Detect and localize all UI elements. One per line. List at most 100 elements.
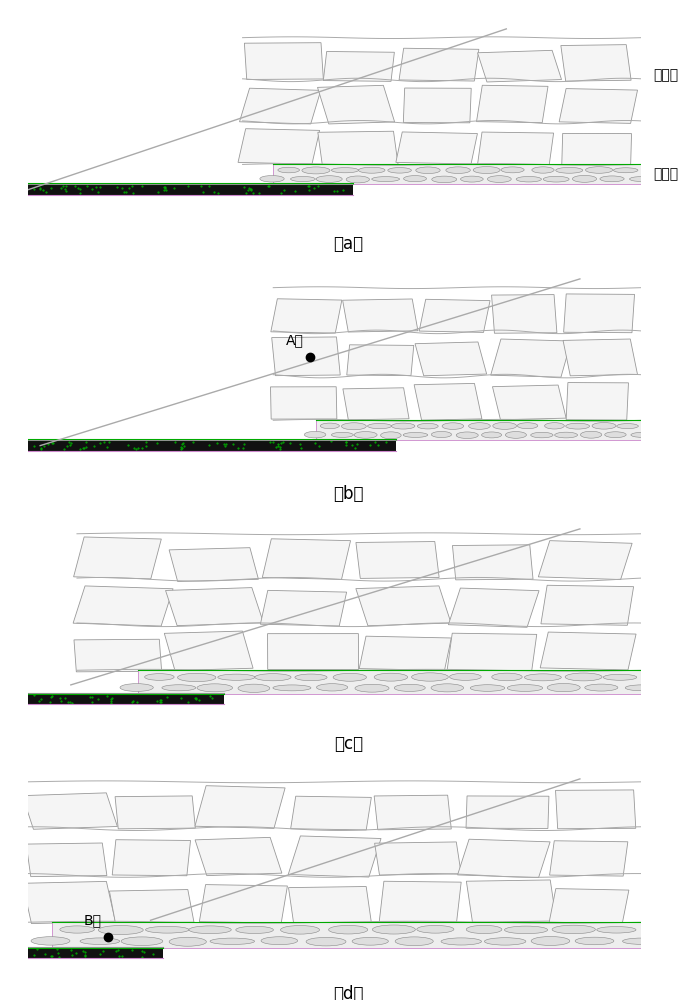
Point	[153, 184, 164, 200]
Ellipse shape	[524, 674, 561, 681]
Point	[193, 692, 204, 708]
Polygon shape	[115, 796, 195, 829]
Point	[36, 691, 47, 707]
Ellipse shape	[505, 432, 526, 438]
Point	[84, 689, 95, 705]
Point	[176, 690, 187, 706]
Point	[95, 435, 106, 451]
Point	[52, 941, 63, 957]
Point	[138, 944, 149, 960]
Polygon shape	[396, 132, 477, 164]
Text: （d）: （d）	[333, 985, 364, 1000]
Point	[128, 440, 139, 456]
Ellipse shape	[395, 684, 425, 691]
Ellipse shape	[431, 684, 464, 692]
Ellipse shape	[169, 937, 206, 946]
Point	[112, 179, 123, 195]
Ellipse shape	[565, 673, 602, 681]
Ellipse shape	[358, 167, 385, 173]
Point	[91, 179, 102, 195]
Polygon shape	[271, 299, 342, 333]
Polygon shape	[318, 85, 395, 124]
Ellipse shape	[60, 926, 94, 933]
Point	[78, 440, 89, 456]
Ellipse shape	[631, 432, 652, 437]
Point	[270, 439, 281, 455]
Point	[29, 947, 40, 963]
Polygon shape	[359, 636, 451, 670]
Ellipse shape	[342, 423, 367, 430]
Polygon shape	[561, 45, 631, 81]
Ellipse shape	[600, 176, 624, 182]
Point	[92, 691, 103, 707]
Ellipse shape	[278, 167, 300, 173]
Polygon shape	[477, 132, 553, 165]
Point	[43, 436, 54, 452]
Polygon shape	[556, 790, 636, 829]
Point	[178, 435, 189, 451]
Ellipse shape	[505, 926, 548, 934]
Point	[190, 690, 201, 706]
Point	[155, 694, 167, 710]
Ellipse shape	[431, 431, 452, 438]
Point	[137, 178, 148, 194]
Ellipse shape	[316, 176, 342, 182]
Point	[33, 693, 45, 709]
Point	[34, 181, 45, 197]
Bar	[28, 694, 224, 704]
Ellipse shape	[417, 925, 454, 933]
Ellipse shape	[492, 673, 522, 681]
Point	[182, 178, 193, 194]
Ellipse shape	[146, 926, 189, 933]
Point	[243, 180, 254, 196]
Point	[277, 434, 289, 450]
Ellipse shape	[566, 423, 590, 429]
Point	[123, 437, 134, 453]
Point	[44, 694, 55, 710]
Point	[155, 694, 166, 710]
Ellipse shape	[482, 432, 502, 438]
Ellipse shape	[144, 674, 174, 680]
Polygon shape	[262, 539, 351, 579]
Ellipse shape	[603, 674, 637, 680]
Polygon shape	[477, 85, 548, 123]
Ellipse shape	[178, 673, 216, 682]
Ellipse shape	[354, 432, 377, 438]
Point	[54, 690, 66, 706]
Polygon shape	[323, 51, 395, 81]
Ellipse shape	[446, 167, 470, 173]
Point	[131, 694, 142, 710]
Point	[101, 439, 112, 455]
Point	[140, 438, 151, 454]
Ellipse shape	[431, 176, 457, 183]
Ellipse shape	[613, 168, 638, 173]
Ellipse shape	[320, 423, 339, 429]
Ellipse shape	[517, 423, 538, 429]
Ellipse shape	[552, 925, 595, 934]
Point	[227, 436, 238, 452]
Polygon shape	[491, 295, 557, 333]
Polygon shape	[245, 43, 323, 79]
Ellipse shape	[622, 938, 661, 944]
Point	[159, 182, 170, 198]
Point	[117, 948, 128, 964]
Ellipse shape	[441, 938, 482, 945]
Point	[151, 435, 162, 451]
Point	[75, 185, 86, 201]
Point	[141, 434, 152, 450]
Polygon shape	[538, 541, 632, 580]
Point	[32, 941, 43, 957]
Point	[302, 178, 314, 194]
Point	[75, 441, 86, 457]
Bar	[28, 440, 396, 450]
Point	[123, 180, 134, 196]
Polygon shape	[404, 88, 471, 123]
Point	[47, 948, 58, 964]
Point	[95, 179, 106, 195]
Point	[182, 694, 193, 710]
Point	[160, 182, 171, 198]
Polygon shape	[550, 841, 628, 876]
Point	[289, 183, 300, 199]
Point	[238, 436, 250, 452]
Point	[112, 942, 123, 958]
